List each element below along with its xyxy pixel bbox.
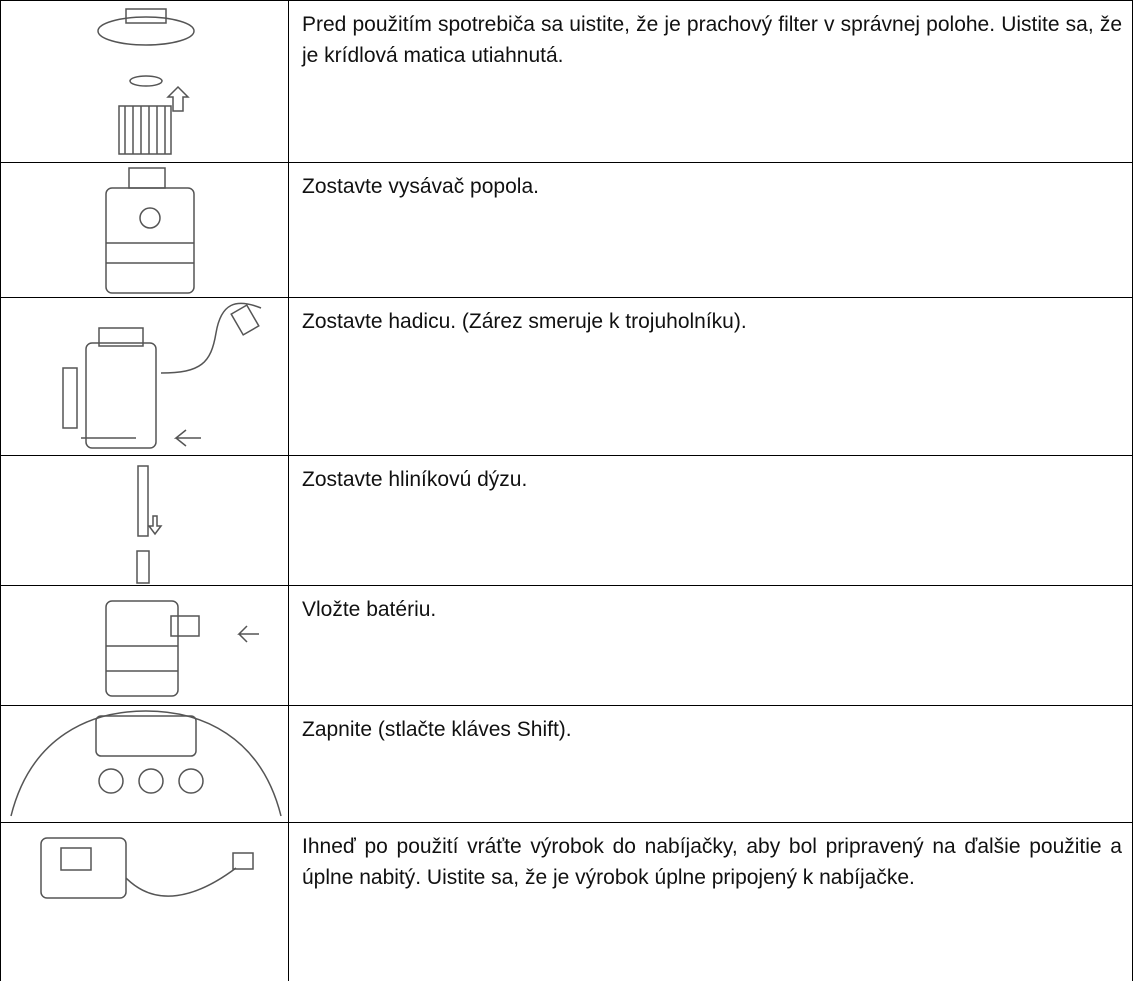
table-row: Zapnite (stlačte kláves Shift). xyxy=(0,705,1133,823)
illustration xyxy=(1,456,289,586)
illustration xyxy=(1,163,289,298)
instruction-text: Zostavte hliníkovú dýzu. xyxy=(302,468,528,491)
instruction-text: Zostavte vysávač popola. xyxy=(302,175,539,198)
instruction-text: Pred použitím spotrebiča sa uistite, že … xyxy=(302,13,1122,67)
table-row: Zostavte hliníkovú dýzu. xyxy=(0,455,1133,586)
table-row: Ihneď po použití vráťte výrobok do nabíj… xyxy=(0,822,1133,981)
instruction-text: Vložte batériu. xyxy=(302,598,437,621)
illustration xyxy=(1,823,289,981)
table-row: Pred použitím spotrebiča sa uistite, že … xyxy=(0,0,1133,163)
instruction-text: Zostavte hadicu. (Zárez smeruje k trojuh… xyxy=(302,310,747,333)
illustration xyxy=(1,1,289,163)
instruction-text: Zapnite (stlačte kláves Shift). xyxy=(302,718,572,741)
table-row: Vložte batériu. xyxy=(0,585,1133,706)
illustration xyxy=(1,706,289,823)
instruction-text: Ihneď po použití vráťte výrobok do nabíj… xyxy=(302,835,1122,889)
illustration xyxy=(1,586,289,706)
table-row: Zostavte vysávač popola. xyxy=(0,162,1133,298)
illustration xyxy=(1,298,289,456)
table-row: Zostavte hadicu. (Zárez smeruje k trojuh… xyxy=(0,297,1133,456)
